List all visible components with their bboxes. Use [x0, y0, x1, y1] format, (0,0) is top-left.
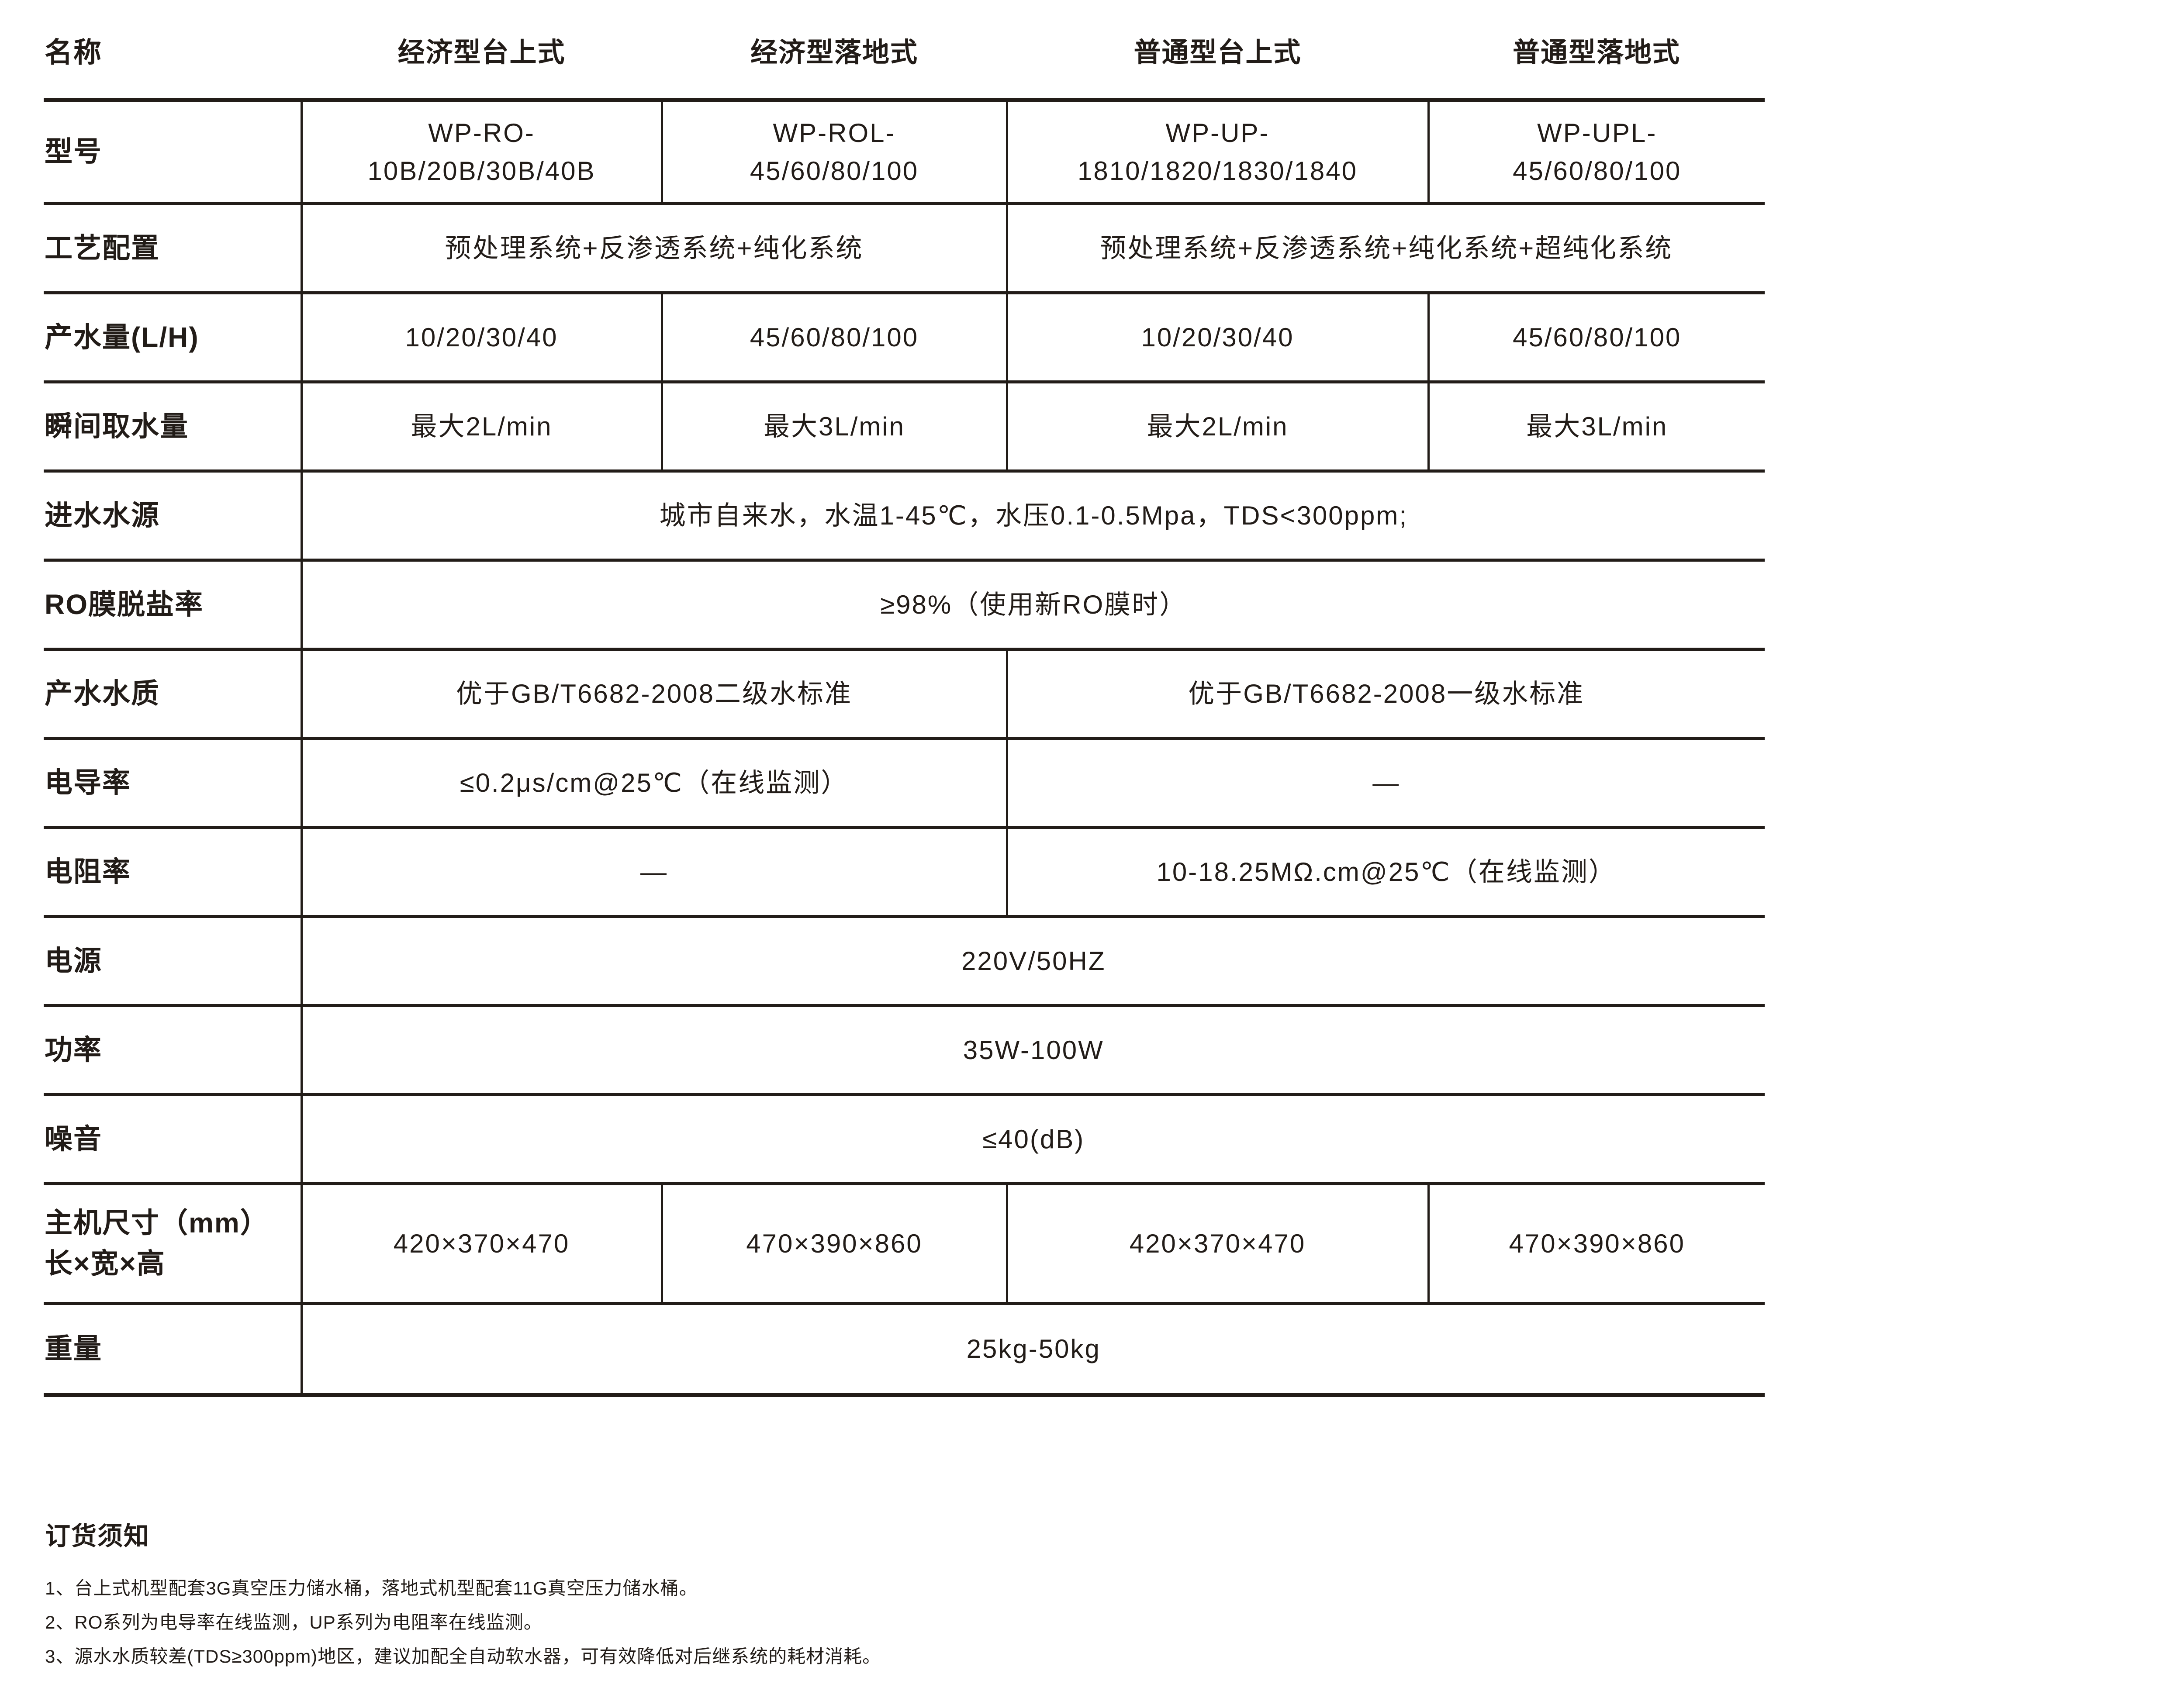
cell-dim-4: 470×390×860: [1427, 1184, 1765, 1305]
header-product-economy-benchtop: 经济型台上式: [301, 8, 662, 102]
cell-weight: 25kg-50kg: [301, 1303, 1765, 1397]
row-resistivity: 电阻率 — 10-18.25MΩ.cm@25℃（在线监测）: [44, 827, 1765, 918]
row-label-power: 功率: [44, 1005, 303, 1096]
row-ro-rejection: RO膜脱盐率 ≥98%（使用新RO膜时）: [44, 560, 1765, 651]
order-note-2: 2、RO系列为电导率在线监测，UP系列为电阻率在线监测。: [45, 1612, 543, 1633]
cell-dim-2: 470×390×860: [660, 1184, 1007, 1305]
header-product-standard-floor: 普通型落地式: [1428, 8, 1765, 102]
spec-table: 名称 经济型台上式 经济型落地式 普通型台上式 普通型落地式 型号 WP-RO-…: [44, 8, 1765, 1397]
row-label-ro-rejection: RO膜脱盐率: [44, 560, 303, 651]
order-note-3: 3、源水水质较差(TDS≥300ppm)地区，建议加配全自动软水器，可有效降低对…: [45, 1646, 881, 1667]
row-noise: 噪音 ≤40(dB): [44, 1094, 1765, 1185]
row-weight: 重量 25kg-50kg: [44, 1303, 1765, 1397]
row-label-feed-water: 进水水源: [44, 471, 303, 562]
row-process-config: 工艺配置 预处理系统+反渗透系统+纯化系统 预处理系统+反渗透系统+纯化系统+超…: [44, 204, 1765, 294]
cell-process-right: 预处理系统+反渗透系统+纯化系统+超纯化系统: [1006, 204, 1765, 294]
cell-dispense-2: 最大3L/min: [660, 382, 1007, 473]
cell-dispense-3: 最大2L/min: [1006, 382, 1428, 473]
cell-quality-right: 优于GB/T6682-2008一级水标准: [1006, 649, 1765, 740]
order-notes-title: 订货须知: [45, 1522, 150, 1550]
row-label-model: 型号: [44, 100, 303, 205]
order-note-1: 1、台上式机型配套3G真空压力储水桶，落地式机型配套11G真空压力储水桶。: [45, 1578, 698, 1598]
header-product-economy-floor: 经济型落地式: [662, 8, 1007, 102]
cell-process-left: 预处理系统+反渗透系统+纯化系统: [301, 204, 1007, 294]
cell-model-3: WP-UP- 1810/1820/1830/1840: [1006, 100, 1428, 205]
cell-quality-left: 优于GB/T6682-2008二级水标准: [301, 649, 1007, 740]
row-label-weight: 重量: [44, 1303, 303, 1397]
cell-dim-1: 420×370×470: [301, 1184, 662, 1305]
header-product-standard-benchtop: 普通型台上式: [1007, 8, 1428, 102]
cell-feed-water: 城市自来水，水温1-45℃，水压0.1-0.5Mpa，TDS<300ppm;: [301, 471, 1765, 562]
row-model: 型号 WP-RO- 10B/20B/30B/40B WP-ROL- 45/60/…: [44, 100, 1765, 205]
row-power-supply: 电源 220V/50HZ: [44, 916, 1765, 1007]
cell-model-1: WP-RO- 10B/20B/30B/40B: [301, 100, 662, 205]
cell-conductivity-right: —: [1006, 738, 1765, 829]
table-header-row: 名称 经济型台上式 经济型落地式 普通型台上式 普通型落地式: [44, 8, 1765, 102]
cell-model-4: WP-UPL- 45/60/80/100: [1427, 100, 1765, 205]
row-label-instant-dispense: 瞬间取水量: [44, 382, 303, 473]
cell-output-3: 10/20/30/40: [1006, 293, 1428, 383]
cell-dispense-1: 最大2L/min: [301, 382, 662, 473]
cell-conductivity-left: ≤0.2μs/cm@25℃（在线监测）: [301, 738, 1007, 829]
row-label-noise: 噪音: [44, 1094, 303, 1185]
cell-ro-rejection: ≥98%（使用新RO膜时）: [301, 560, 1765, 651]
row-feed-water: 进水水源 城市自来水，水温1-45℃，水压0.1-0.5Mpa，TDS<300p…: [44, 471, 1765, 562]
row-label-dimensions: 主机尺寸（mm） 长×宽×高: [44, 1184, 303, 1305]
cell-model-2: WP-ROL- 45/60/80/100: [660, 100, 1007, 205]
row-label-resistivity: 电阻率: [44, 827, 303, 918]
cell-dispense-4: 最大3L/min: [1427, 382, 1765, 473]
cell-output-4: 45/60/80/100: [1427, 293, 1765, 383]
cell-resistivity-left: —: [301, 827, 1007, 918]
cell-resistivity-right: 10-18.25MΩ.cm@25℃（在线监测）: [1006, 827, 1765, 918]
row-instant-dispense: 瞬间取水量 最大2L/min 最大3L/min 最大2L/min 最大3L/mi…: [44, 382, 1765, 473]
row-conductivity: 电导率 ≤0.2μs/cm@25℃（在线监测） —: [44, 738, 1765, 829]
row-dimensions: 主机尺寸（mm） 长×宽×高 420×370×470 470×390×860 4…: [44, 1184, 1765, 1305]
order-notes-section: 订货须知 1、台上式机型配套3G真空压力储水桶，落地式机型配套11G真空压力储水…: [45, 1515, 1880, 1674]
row-label-power-supply: 电源: [44, 916, 303, 1007]
row-label-conductivity: 电导率: [44, 738, 303, 829]
header-label: 名称: [44, 8, 301, 102]
cell-power: 35W-100W: [301, 1005, 1765, 1096]
cell-output-1: 10/20/30/40: [301, 293, 662, 383]
cell-power-supply: 220V/50HZ: [301, 916, 1765, 1007]
cell-dim-3: 420×370×470: [1006, 1184, 1428, 1305]
row-power: 功率 35W-100W: [44, 1005, 1765, 1096]
cell-output-2: 45/60/80/100: [660, 293, 1007, 383]
row-label-water-quality: 产水水质: [44, 649, 303, 740]
row-label-output-rate: 产水量(L/H): [44, 293, 303, 383]
row-water-quality: 产水水质 优于GB/T6682-2008二级水标准 优于GB/T6682-200…: [44, 649, 1765, 740]
row-label-process-config: 工艺配置: [44, 204, 303, 294]
cell-noise: ≤40(dB): [301, 1094, 1765, 1185]
row-output-rate: 产水量(L/H) 10/20/30/40 45/60/80/100 10/20/…: [44, 293, 1765, 383]
